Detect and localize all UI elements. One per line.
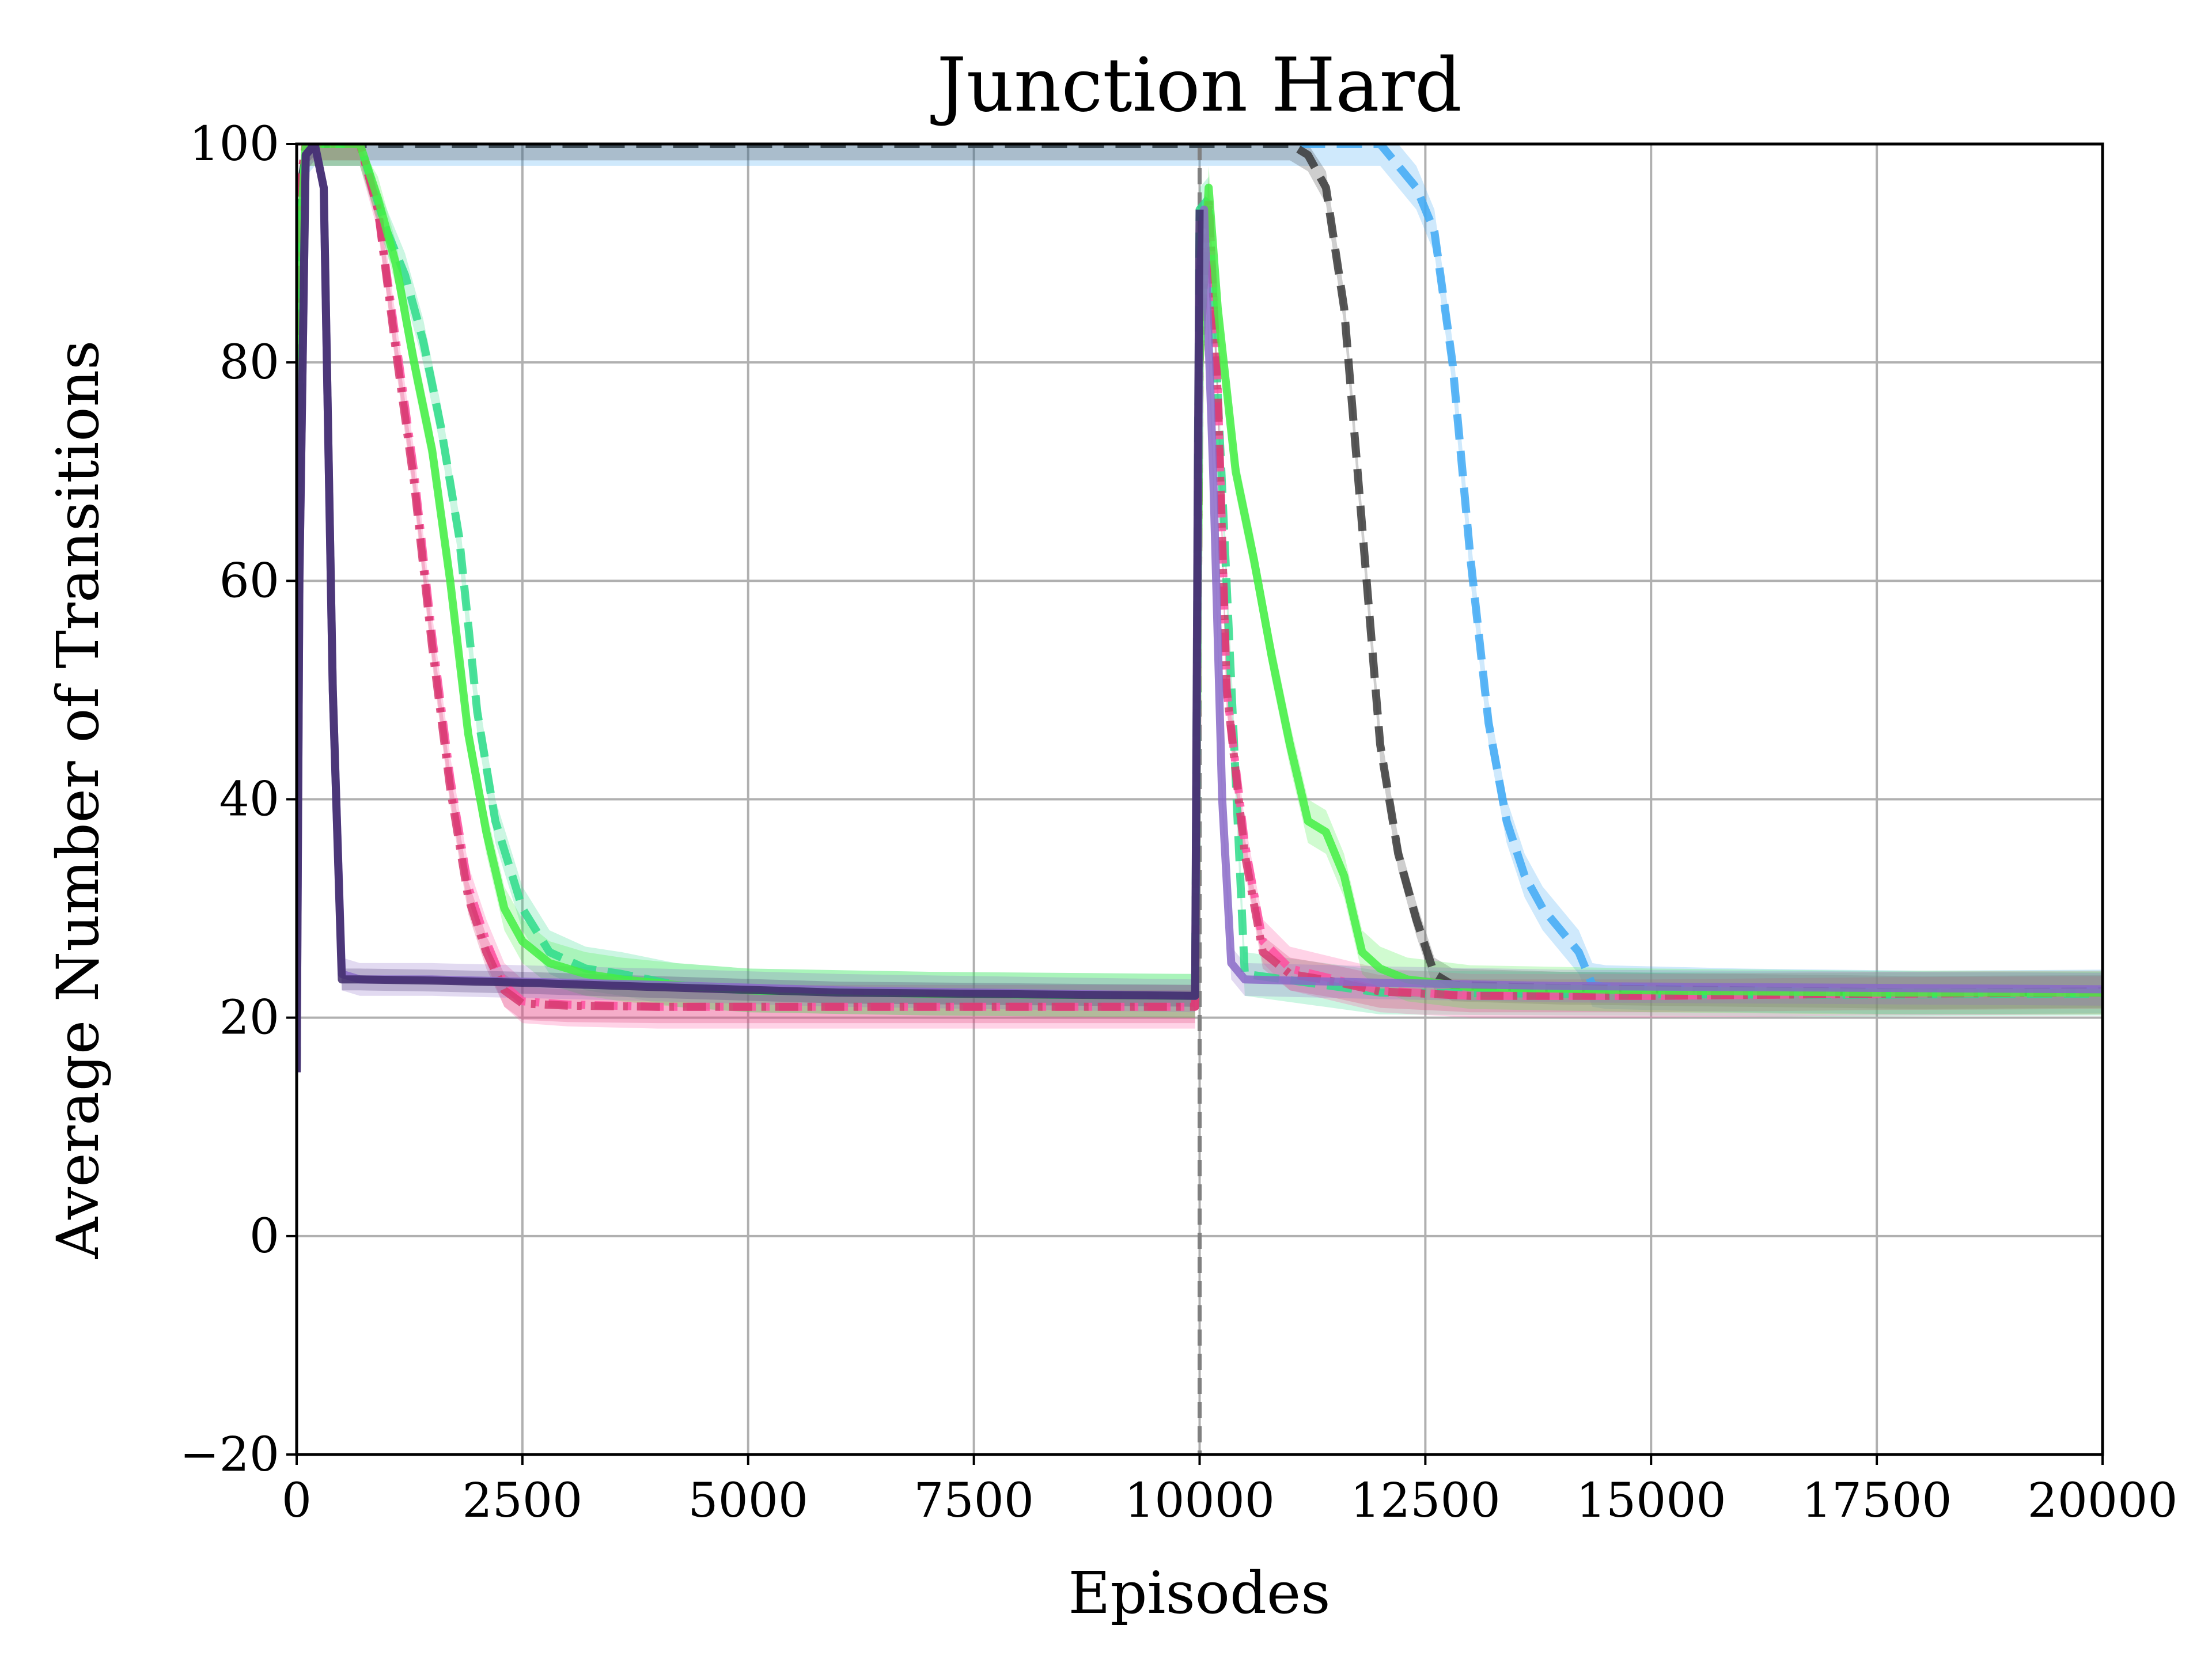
x-tick-label: 2500 bbox=[463, 1474, 583, 1528]
x-tick-label: 17500 bbox=[1802, 1474, 1952, 1528]
series-line-5 bbox=[297, 144, 2103, 1073]
x-axis: 0 2500 5000 7500 10000 12500 15000 17500 20000 bbox=[282, 1455, 2178, 1528]
series-band-3 bbox=[297, 144, 2103, 1094]
y-axis: −20 0 20 40 60 80 100 bbox=[180, 117, 297, 1482]
y-tick-label: 100 bbox=[189, 117, 279, 172]
x-axis-label: Episodes bbox=[1068, 1559, 1330, 1627]
series-band-8 bbox=[297, 144, 1200, 1084]
x-tick-label: 5000 bbox=[688, 1474, 808, 1528]
y-tick-label: 20 bbox=[219, 991, 279, 1046]
y-tick-label: 40 bbox=[219, 772, 279, 827]
y-tick-label: 80 bbox=[219, 335, 279, 390]
chart-title: Junction Hard bbox=[930, 43, 1462, 128]
series-band-4 bbox=[297, 144, 2103, 1094]
x-tick-label: 15000 bbox=[1576, 1474, 1726, 1528]
x-tick-label: 12500 bbox=[1350, 1474, 1501, 1528]
x-tick-label: 10000 bbox=[1124, 1474, 1275, 1528]
series-line-8 bbox=[297, 144, 1204, 1073]
y-axis-label: Average Number of Transitions bbox=[44, 340, 112, 1260]
x-tick-label: 7500 bbox=[914, 1474, 1034, 1528]
x-tick-label: 20000 bbox=[2028, 1474, 2178, 1528]
series-lines bbox=[297, 144, 2103, 1073]
x-tick-label: 0 bbox=[282, 1474, 312, 1528]
y-tick-label: −20 bbox=[180, 1427, 279, 1482]
series-band-1 bbox=[297, 144, 2103, 1094]
y-tick-label: 60 bbox=[219, 554, 279, 608]
y-tick-label: 0 bbox=[249, 1209, 279, 1264]
series-line-1 bbox=[297, 144, 2103, 1073]
series-band-6 bbox=[297, 144, 2103, 1094]
